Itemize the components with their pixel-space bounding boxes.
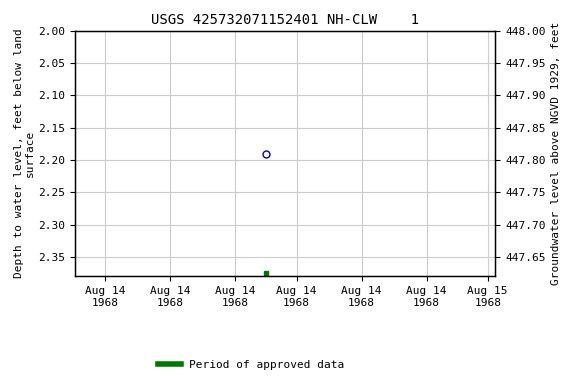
Y-axis label: Depth to water level, feet below land
surface: Depth to water level, feet below land su… [14,29,35,278]
Legend: Period of approved data: Period of approved data [154,355,349,374]
Title: USGS 425732071152401 NH-CLW    1: USGS 425732071152401 NH-CLW 1 [151,13,419,27]
Y-axis label: Groundwater level above NGVD 1929, feet: Groundwater level above NGVD 1929, feet [551,22,561,285]
